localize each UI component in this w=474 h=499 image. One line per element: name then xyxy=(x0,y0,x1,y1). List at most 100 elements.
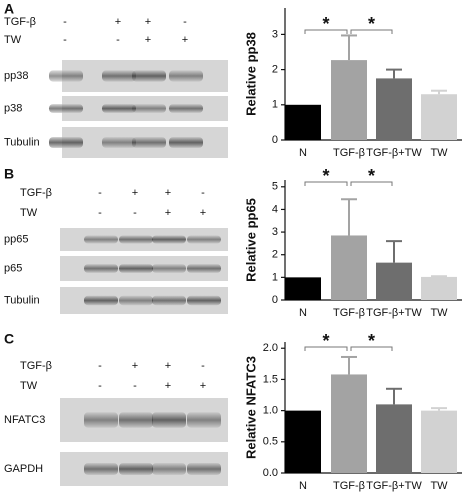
blot-band xyxy=(152,463,186,475)
treatment-sign: - xyxy=(98,187,102,199)
y-tick-label: 0 xyxy=(272,134,278,146)
treatment-sign: - xyxy=(201,360,205,372)
blot-band xyxy=(169,104,203,113)
blot-band xyxy=(84,295,118,306)
treatment-sign: - xyxy=(133,207,137,219)
blot-band xyxy=(49,70,83,82)
blot-band xyxy=(187,412,221,428)
y-tick-label: 0.0 xyxy=(263,467,278,479)
treatment-label: TW xyxy=(20,380,38,392)
blot-band xyxy=(132,70,166,82)
blot-band xyxy=(152,235,186,244)
blot-band xyxy=(84,412,118,428)
blot-band xyxy=(132,137,166,148)
treatment-sign: - xyxy=(201,187,205,199)
treatment-sign: + xyxy=(200,207,206,219)
x-tick-label: N xyxy=(299,307,307,319)
significance-bracket xyxy=(350,29,393,34)
band-label: p38 xyxy=(4,102,22,114)
band-label: pp65 xyxy=(4,233,28,245)
treatment-label: TGF-β xyxy=(4,16,36,28)
x-tick-label: TGF-β xyxy=(333,480,365,492)
blot-band xyxy=(169,137,203,148)
y-axis-label: Relative pp65 xyxy=(243,198,258,282)
x-tick-label: TGF-β+TW xyxy=(366,307,422,319)
bar xyxy=(331,60,367,140)
blot-band xyxy=(169,70,203,82)
treatment-label: TW xyxy=(4,34,22,46)
bar xyxy=(421,410,457,473)
blot-band xyxy=(187,235,221,244)
panel-letter: C xyxy=(4,331,14,347)
panel-letter: B xyxy=(4,166,14,182)
y-tick-label: 5 xyxy=(272,181,278,193)
treatment-sign: - xyxy=(116,34,120,46)
y-tick-label: 2 xyxy=(272,249,278,261)
band-label: p65 xyxy=(4,262,22,274)
significance-label: * xyxy=(322,331,329,351)
y-tick-label: 1.0 xyxy=(263,405,278,417)
x-tick-label: TGF-β+TW xyxy=(366,480,422,492)
treatment-sign: - xyxy=(63,16,67,28)
treatment-sign: + xyxy=(132,360,138,372)
significance-label: * xyxy=(368,14,375,34)
treatment-sign: - xyxy=(98,380,102,392)
treatment-sign: + xyxy=(145,34,151,46)
significance-bracket xyxy=(350,181,393,186)
y-tick-label: 2.0 xyxy=(263,342,278,354)
x-tick-label: TGF-β+TW xyxy=(366,147,422,159)
significance-bracket xyxy=(304,346,348,351)
blot-band xyxy=(187,264,221,273)
band-label: pp38 xyxy=(4,70,28,82)
blot-band xyxy=(84,264,118,273)
blot-band xyxy=(187,295,221,306)
significance-bracket xyxy=(304,181,348,186)
bar xyxy=(376,404,412,473)
band-label: NFATC3 xyxy=(4,414,45,426)
treatment-label: TGF-β xyxy=(20,187,52,199)
treatment-sign: + xyxy=(132,187,138,199)
x-tick-label: TGF-β xyxy=(333,147,365,159)
treatment-sign: + xyxy=(200,380,206,392)
treatment-sign: + xyxy=(165,187,171,199)
bar xyxy=(421,276,457,300)
y-tick-label: 3 xyxy=(272,226,278,238)
y-tick-label: 1 xyxy=(272,271,278,283)
x-tick-label: N xyxy=(299,480,307,492)
blot-band xyxy=(49,104,83,113)
significance-label: * xyxy=(368,331,375,351)
treatment-label: TW xyxy=(20,207,38,219)
blot-band xyxy=(187,463,221,475)
band-label: Tubulin xyxy=(4,294,40,306)
significance-bracket xyxy=(350,346,393,351)
treatment-sign: + xyxy=(145,16,151,28)
bar xyxy=(285,104,321,140)
x-tick-label: TW xyxy=(430,480,448,492)
band-label: Tubulin xyxy=(4,136,40,148)
treatment-sign: - xyxy=(183,16,187,28)
bar xyxy=(376,78,412,140)
treatment-sign: + xyxy=(182,34,188,46)
blot-band xyxy=(152,412,186,428)
significance-label: * xyxy=(322,14,329,34)
bar xyxy=(421,94,457,140)
bar xyxy=(331,374,367,473)
y-axis-label: Relative pp38 xyxy=(243,32,258,116)
y-tick-label: 1.5 xyxy=(263,373,278,385)
treatment-sign: + xyxy=(165,360,171,372)
blot-band xyxy=(102,104,136,113)
y-tick-label: 2 xyxy=(272,64,278,76)
y-axis-label: Relative NFATC3 xyxy=(243,356,258,459)
blot-band xyxy=(119,235,153,244)
blot-band xyxy=(119,295,153,306)
blot-band xyxy=(119,264,153,273)
significance-label: * xyxy=(368,166,375,186)
blot-band xyxy=(102,137,136,148)
band-label: GAPDH xyxy=(4,463,43,475)
significance-label: * xyxy=(322,166,329,186)
x-tick-label: TGF-β xyxy=(333,307,365,319)
y-tick-label: 1 xyxy=(272,99,278,111)
treatment-sign: + xyxy=(115,16,121,28)
blot-band xyxy=(49,137,83,148)
